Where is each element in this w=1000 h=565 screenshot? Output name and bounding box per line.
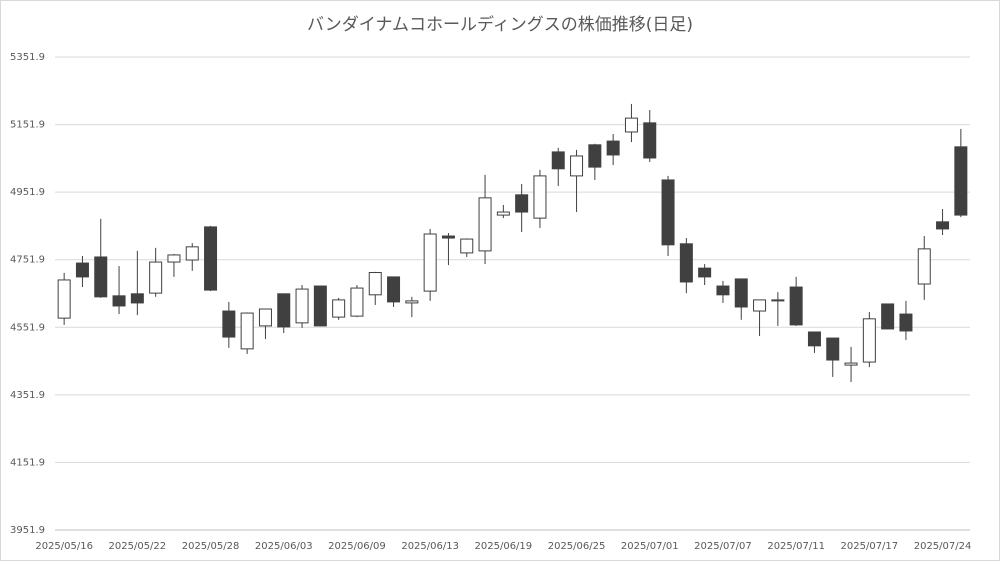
x-tick-label: 2025/07/07 — [694, 541, 752, 552]
candle-body — [313, 285, 327, 327]
candle-body — [936, 221, 950, 230]
candle-body — [332, 299, 346, 318]
candle-body — [679, 243, 693, 283]
y-tick-label: 4151.9 — [10, 457, 45, 468]
x-tick-label: 2025/06/03 — [255, 541, 313, 552]
candle-body — [698, 267, 712, 278]
x-tick-label: 2025/06/25 — [548, 541, 606, 552]
candle-body — [94, 256, 108, 298]
x-tick-label: 2025/07/01 — [621, 541, 679, 552]
candle-body — [405, 300, 419, 304]
candle-body — [954, 146, 968, 216]
candle-body — [57, 279, 71, 319]
candle-body — [478, 197, 492, 252]
candle-body — [130, 293, 144, 304]
candle-body — [588, 144, 602, 168]
candle-body — [624, 117, 638, 133]
x-tick-label: 2025/07/17 — [841, 541, 899, 552]
candle-body — [387, 276, 401, 303]
candle-body — [643, 122, 657, 159]
candle-body — [222, 310, 236, 338]
candle-body — [753, 299, 767, 312]
candle-body — [533, 175, 547, 219]
candle-body — [716, 285, 730, 296]
x-tick-label: 2025/07/24 — [914, 541, 972, 552]
candle-body — [862, 318, 876, 363]
y-tick-label: 4751.9 — [10, 255, 45, 266]
candle-body — [606, 140, 620, 156]
candle-body — [240, 312, 254, 350]
candle-body — [368, 272, 382, 296]
candle-body — [295, 288, 309, 324]
x-tick-label: 2025/05/22 — [109, 541, 167, 552]
candle-body — [515, 194, 529, 213]
candle-body — [204, 226, 218, 291]
candle-body — [496, 211, 510, 216]
candle-body — [826, 337, 840, 361]
chart-title: バンダイナムコホールディングスの株価推移(日足) — [307, 14, 693, 35]
candle-body — [570, 155, 584, 177]
candle-body — [771, 299, 785, 302]
candle-body — [460, 238, 474, 254]
x-tick-label: 2025/06/13 — [401, 541, 459, 552]
y-tick-label: 3951.9 — [10, 525, 45, 536]
candle-body — [258, 308, 272, 327]
candle-body — [277, 293, 291, 328]
candle-body — [75, 262, 89, 278]
candle-body — [423, 233, 437, 292]
x-tick-label: 2025/07/11 — [767, 541, 825, 552]
candle-body — [112, 295, 126, 307]
candle-body — [149, 261, 163, 294]
candle-body — [807, 331, 821, 347]
candle-body — [185, 246, 199, 261]
x-tick-label: 2025/06/09 — [328, 541, 386, 552]
candle-body — [789, 286, 803, 326]
x-tick-label: 2025/05/28 — [182, 541, 240, 552]
candle-body — [551, 151, 565, 170]
candle-body — [917, 248, 931, 285]
candle-body — [167, 254, 181, 263]
candle-body — [350, 287, 364, 317]
candle-body — [661, 179, 675, 246]
candle-body — [441, 235, 455, 239]
y-tick-label: 5351.9 — [10, 52, 45, 63]
candle-body — [844, 362, 858, 366]
y-tick-label: 4551.9 — [10, 322, 45, 333]
candle-body — [881, 303, 895, 330]
y-tick-label: 4951.9 — [10, 187, 45, 198]
candle-body — [734, 278, 748, 308]
y-tick-label: 5151.9 — [10, 120, 45, 131]
x-tick-label: 2025/05/16 — [35, 541, 93, 552]
candle-body — [899, 313, 913, 332]
y-tick-label: 4351.9 — [10, 390, 45, 401]
x-tick-label: 2025/06/19 — [475, 541, 533, 552]
